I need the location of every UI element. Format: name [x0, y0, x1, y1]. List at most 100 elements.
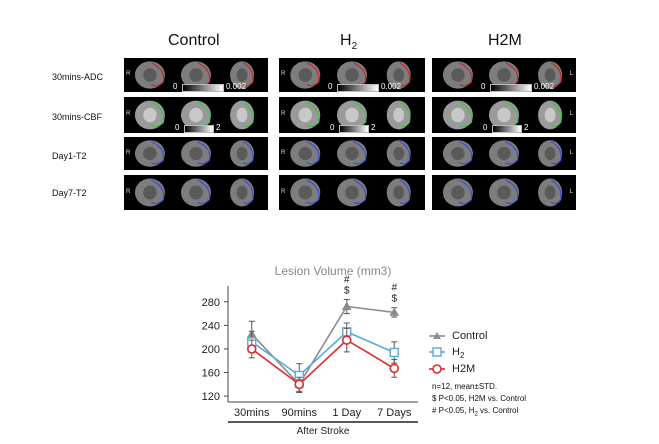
- note-h2-significance: # P<0.05, H2 vs. Control: [432, 406, 519, 418]
- lesion-outline: [459, 141, 473, 165]
- legend-marker-square: [432, 347, 442, 357]
- brain-core: [497, 107, 511, 123]
- scale-min-label: 0: [330, 123, 335, 132]
- x-tick-label: 30mins: [234, 407, 270, 419]
- brain-slices: [134, 140, 255, 167]
- y-tick-label: 120: [202, 391, 220, 403]
- brain-core: [143, 107, 157, 123]
- brain-core: [143, 146, 157, 161]
- mri-panel-day7-h2: R: [279, 175, 425, 210]
- mri-panel-adc-h2: R 0 0.002: [279, 58, 425, 92]
- row-label-cbf: 30mins-CBF: [52, 112, 103, 122]
- lesion-outline: [306, 101, 320, 127]
- data-point-circle: [294, 379, 305, 390]
- mri-panel-cbf-h2m: L 0 2: [432, 97, 576, 133]
- brain-core: [236, 107, 248, 123]
- x-tick-label: 7 Days: [377, 407, 412, 419]
- brain-core: [143, 68, 157, 82]
- scale-min-label: 0: [328, 82, 333, 91]
- brain-core: [497, 68, 511, 82]
- series-line-1: [251, 330, 395, 377]
- brain-core: [189, 185, 203, 200]
- column-header-control: Control: [168, 32, 220, 49]
- side-label-left: L: [569, 71, 573, 77]
- mri-panel-day1-h2m: L: [432, 137, 576, 170]
- lesion-outline: [459, 101, 473, 127]
- mri-panel-cbf-h2: R 0 2: [279, 97, 425, 133]
- legend-control-label: Control: [452, 330, 488, 342]
- data-point-circle: [389, 363, 400, 374]
- brain-core: [393, 68, 405, 82]
- intensity-scalebar: [184, 125, 214, 133]
- lesion-outline: [306, 179, 320, 205]
- brain-core: [236, 68, 248, 82]
- brain-core: [345, 185, 359, 200]
- brain-slices: [290, 178, 411, 207]
- significance-mark: #: [391, 283, 397, 294]
- data-point-triangle: [389, 307, 400, 316]
- brain-core: [451, 185, 465, 200]
- side-label-right: R: [126, 188, 131, 195]
- brain-core: [298, 68, 313, 82]
- intensity-scalebar: [182, 84, 224, 92]
- mri-panel-adc-control: R 0 0.002: [124, 58, 268, 92]
- brain-core: [544, 68, 556, 82]
- lesion-outline: [550, 141, 562, 165]
- lesion-outline: [151, 141, 165, 165]
- data-point-circle: [341, 335, 352, 345]
- side-label-right: R: [126, 149, 131, 156]
- lesion-outline: [505, 141, 519, 165]
- side-label-right: R: [281, 111, 286, 117]
- brain-core: [544, 146, 556, 161]
- lesion-outline: [505, 179, 519, 205]
- scale-max-label: 0.002: [226, 82, 247, 91]
- side-label-right: R: [126, 111, 131, 117]
- lesion-outline: [399, 101, 411, 127]
- brain-slices: [442, 100, 563, 130]
- lesion-outline: [353, 141, 367, 165]
- brain-slices: [442, 140, 563, 167]
- side-label-left: L: [569, 188, 573, 195]
- series-line-2: [251, 339, 395, 386]
- brain-core: [298, 146, 313, 161]
- brain-core: [544, 107, 556, 123]
- brain-core: [345, 146, 359, 161]
- brain-core: [393, 185, 405, 200]
- lesion-outline: [151, 62, 165, 87]
- scale-max-label: 0.002: [381, 82, 402, 91]
- side-label-left: L: [569, 111, 573, 117]
- brain-core: [497, 185, 511, 200]
- brain-core: [189, 146, 203, 161]
- scale-max-label: 2: [524, 123, 529, 132]
- mri-panel-day7-h2m: L: [432, 175, 576, 210]
- brain-slices: [442, 178, 563, 207]
- brain-core: [451, 68, 465, 82]
- legend-h2m-label: H2M: [452, 363, 476, 375]
- legend-h2-label: H2: [452, 346, 465, 361]
- series-line-0: [251, 305, 395, 386]
- brain-core: [236, 185, 248, 200]
- brain-slices: [134, 178, 255, 207]
- scale-max-label: 2: [216, 123, 221, 132]
- note-h2m-significance: $ P<0.05, H2M vs. Control: [432, 394, 527, 403]
- brain-slices: [290, 100, 411, 130]
- data-point-square: [389, 347, 399, 358]
- lesion-outline: [306, 62, 320, 87]
- brain-core: [345, 68, 359, 82]
- x-tick-label: 90mins: [282, 407, 318, 419]
- lesion-outline: [306, 141, 320, 165]
- brain-core: [143, 185, 157, 200]
- lesion-outline: [399, 62, 411, 87]
- scale-min-label: 0: [483, 123, 488, 132]
- brain-core: [393, 146, 405, 161]
- lesion-outline: [242, 62, 254, 87]
- lesion-outline: [151, 101, 165, 127]
- brain-slices: [290, 61, 411, 89]
- side-label-left: L: [569, 149, 573, 156]
- lesion-outline: [399, 141, 411, 165]
- x-axis-label: After Stroke: [297, 426, 350, 437]
- brain-core: [189, 107, 203, 123]
- intensity-scalebar: [492, 125, 522, 133]
- lesion-outline: [151, 179, 165, 205]
